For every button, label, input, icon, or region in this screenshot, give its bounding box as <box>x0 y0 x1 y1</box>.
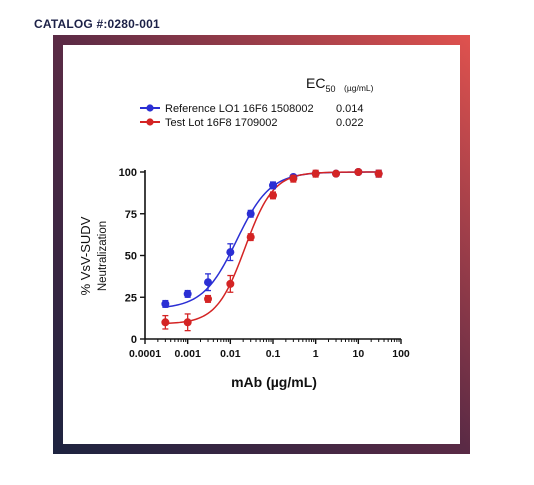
data-point <box>269 181 277 190</box>
data-point <box>246 233 255 242</box>
data-point <box>311 169 320 178</box>
data-point <box>183 318 192 327</box>
data-points <box>161 168 383 332</box>
data-point <box>226 279 235 288</box>
x-tick-label: 0.0001 <box>129 348 161 360</box>
x-tick-label: 0.001 <box>175 348 201 360</box>
y-tick-label: 50 <box>125 251 137 263</box>
x-tick-label: 1 <box>313 348 319 360</box>
data-point <box>161 299 170 308</box>
data-point <box>332 169 341 178</box>
y-axis-label-line2: Neutralization <box>97 221 109 291</box>
data-point <box>269 191 277 200</box>
x-axis-label: mAb (µg/mL) <box>231 374 317 390</box>
y-tick-label: 75 <box>125 209 137 221</box>
axes: 0 25 50 75 100 0.0001 0.001 0.01 0.1 1 10 100 mAb (µ… <box>78 167 410 390</box>
data-point <box>246 209 255 218</box>
y-axis-label: % VsV-SUDV <box>78 216 93 295</box>
x-tick-label: 0.1 <box>266 348 281 360</box>
data-point <box>161 318 170 327</box>
data-point <box>354 168 363 176</box>
y-tick-label: 0 <box>131 334 137 346</box>
chart-panel <box>63 45 460 444</box>
ec50-header: EC50 <box>306 75 335 94</box>
legend-marker <box>146 104 154 112</box>
y-tick-label: 25 <box>125 292 137 304</box>
x-tick-label: 0.01 <box>220 348 241 360</box>
x-tick-label: 10 <box>352 348 364 360</box>
ec50-unit: (µg/mL) <box>344 83 374 93</box>
legend-label: Reference LO1 16F6 1508002 <box>165 103 314 115</box>
data-point <box>289 174 298 183</box>
y-tick-label: 100 <box>119 167 137 179</box>
data-point <box>183 289 192 298</box>
legend-ec50-value: 0.014 <box>336 103 364 115</box>
data-point <box>204 294 213 303</box>
legend: EC50 (µg/mL) Reference LO1 16F6 1508002 0.0… <box>140 75 374 129</box>
data-point <box>374 169 383 178</box>
x-tick-label: 100 <box>392 348 410 360</box>
legend-ec50-value: 0.022 <box>336 117 364 129</box>
catalog-number: CATALOG #:0280-001 <box>34 17 160 31</box>
legend-marker <box>146 118 154 126</box>
data-point <box>226 248 235 257</box>
legend-label: Test Lot 16F8 1709002 <box>165 117 278 129</box>
data-point <box>204 278 213 287</box>
